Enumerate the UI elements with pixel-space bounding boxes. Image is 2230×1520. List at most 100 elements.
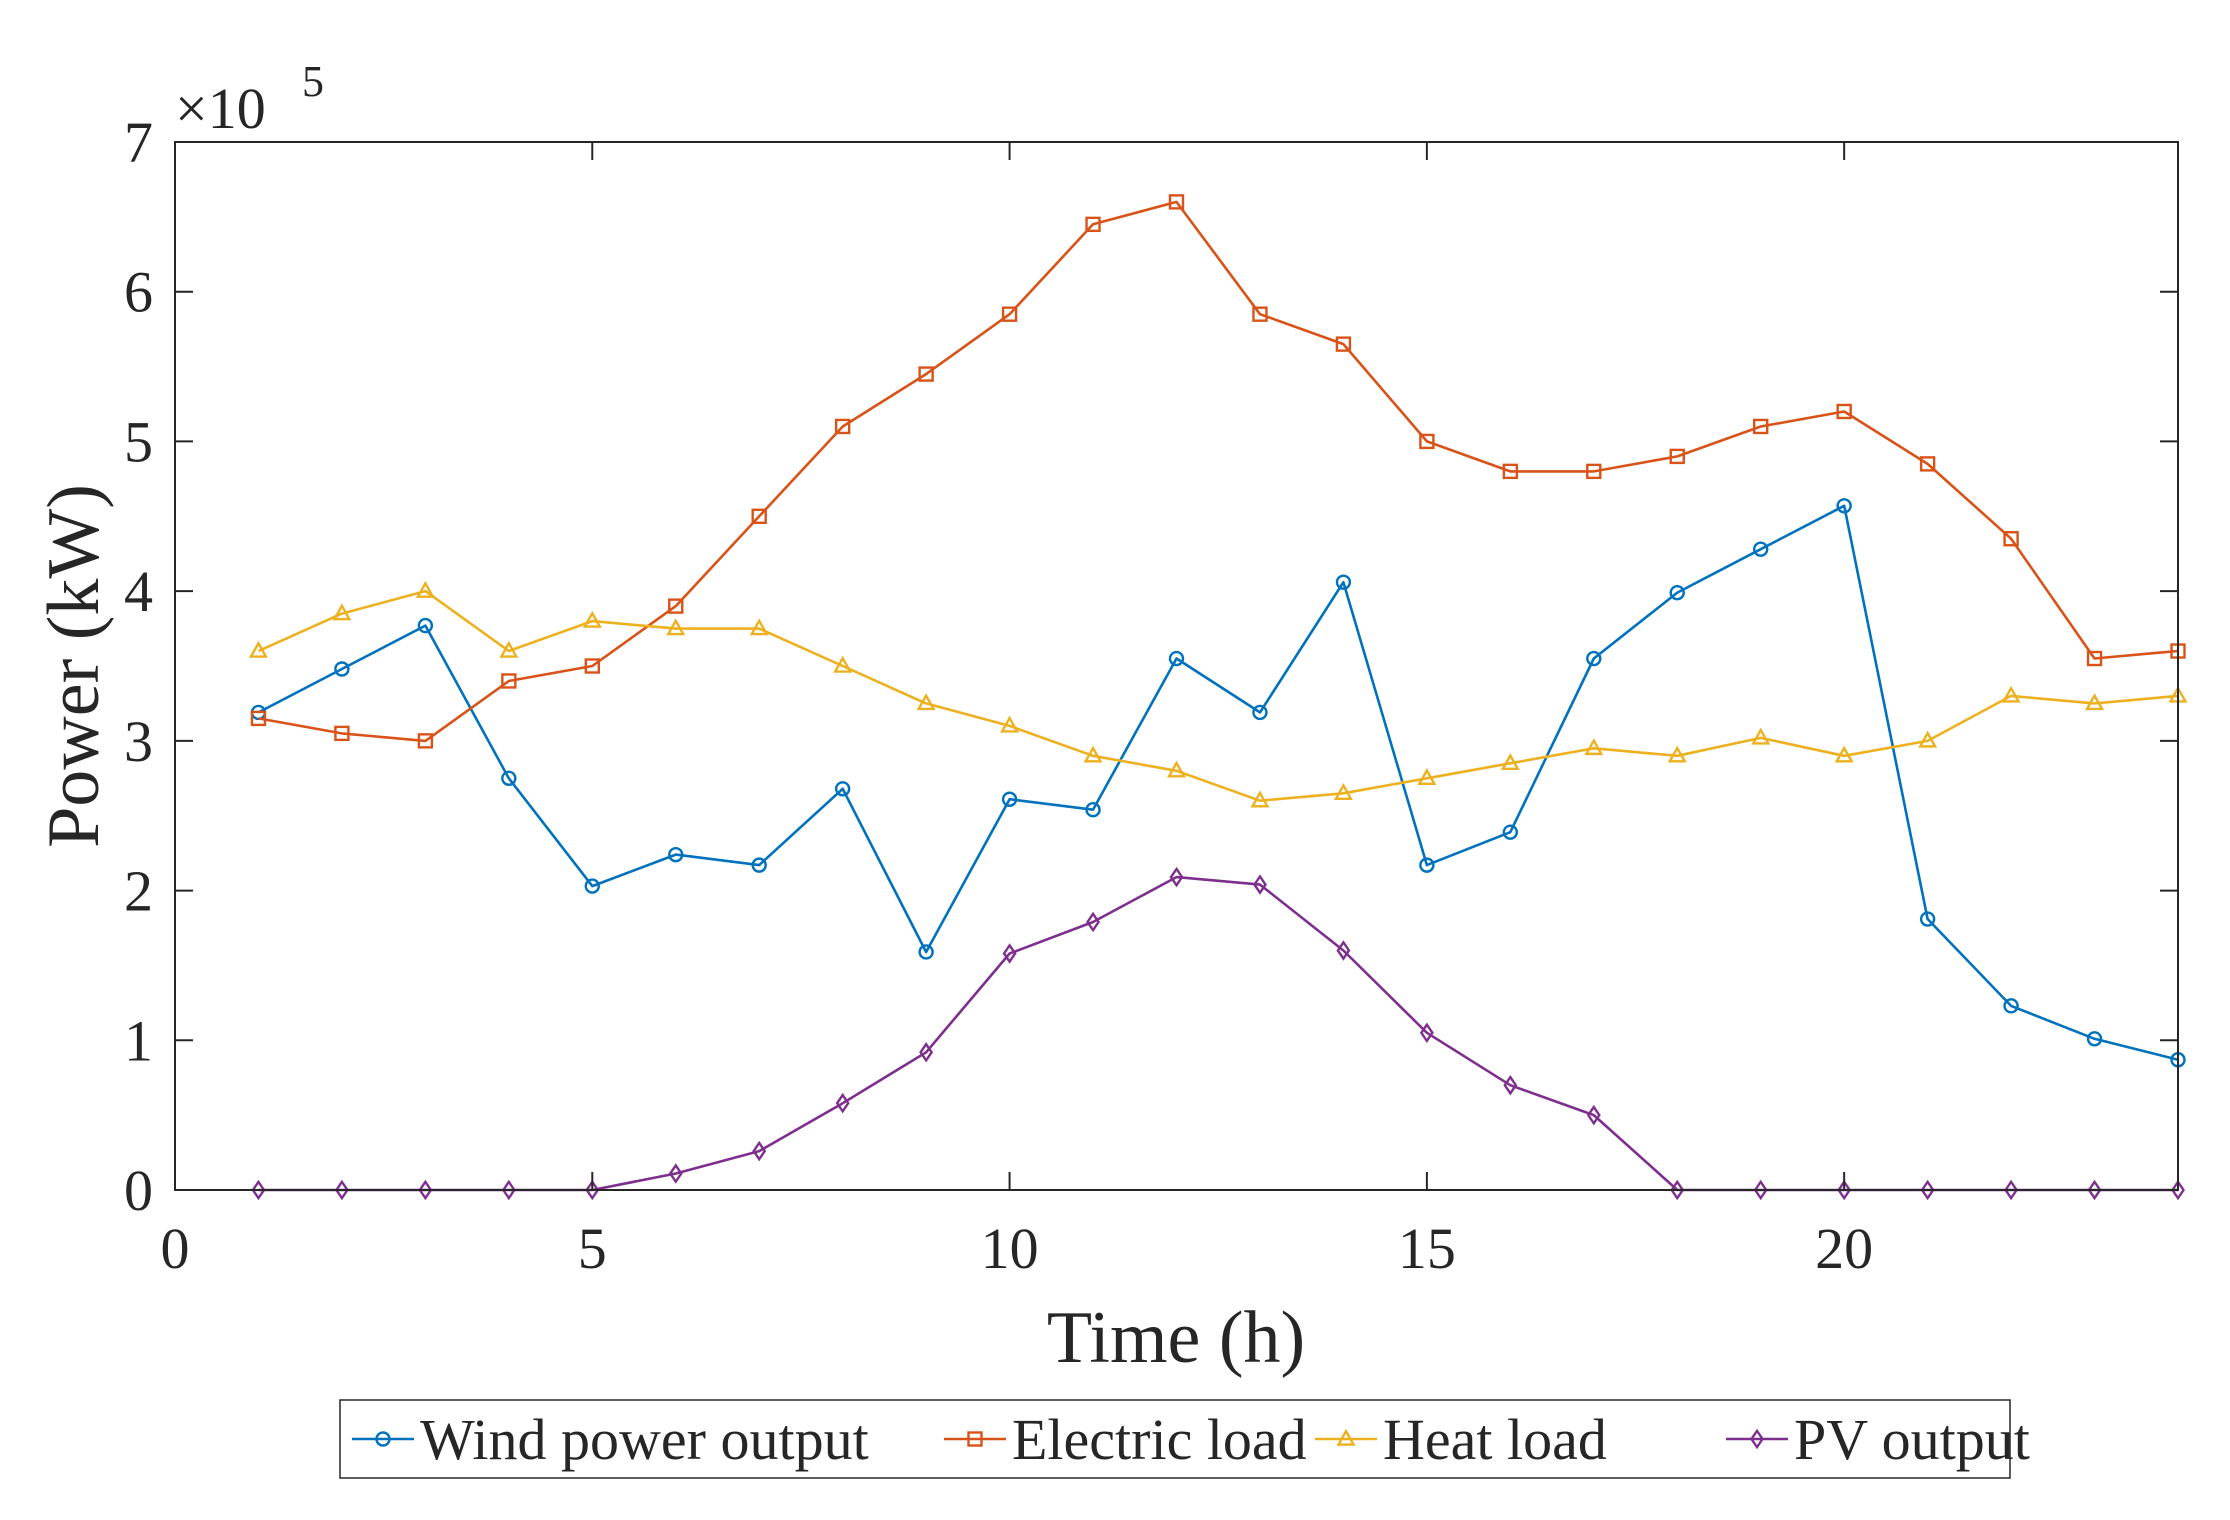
- x-axis-label: Time (h): [1047, 1297, 1305, 1379]
- x-tick-label: 15: [1398, 1216, 1456, 1281]
- data-point: [248, 640, 268, 658]
- data-point: [417, 617, 434, 634]
- data-point: [2086, 1031, 2103, 1047]
- data-point: [1169, 866, 1184, 888]
- data-point: [584, 658, 600, 674]
- data-point: [833, 655, 853, 673]
- data-point: [1000, 715, 1020, 733]
- data-point: [2004, 1179, 2019, 1201]
- data-point: [1252, 874, 1267, 895]
- data-point: [1919, 456, 1936, 472]
- data-point: [584, 878, 600, 894]
- data-point: [1836, 498, 1852, 514]
- data-point: [1417, 768, 1437, 786]
- axes-box: [174, 141, 2179, 1191]
- data-point: [834, 418, 851, 435]
- x-tick-label: 5: [578, 1216, 607, 1281]
- series-electric-load: [250, 194, 2186, 749]
- y-multiplier-base: ×10: [175, 76, 266, 141]
- y-axis-label: Power (kW): [33, 484, 115, 848]
- data-point: [1252, 306, 1268, 322]
- data-point: [334, 725, 350, 742]
- data-point: [1586, 463, 1602, 480]
- data-point: [1503, 1074, 1518, 1096]
- data-point: [334, 661, 350, 677]
- legend-marker: [967, 1431, 983, 1447]
- data-point: [668, 1163, 683, 1184]
- legend-item-wind-power-output: Wind power output: [352, 1407, 869, 1472]
- data-point: [834, 781, 851, 797]
- y-tick-label: 7: [124, 110, 153, 175]
- data-point: [1085, 216, 1101, 233]
- data-point: [1669, 448, 1685, 465]
- data-point: [918, 944, 934, 960]
- series-heat-load: [248, 580, 2188, 808]
- data-point: [751, 857, 767, 873]
- data-point: [918, 366, 934, 382]
- data-point: [1001, 306, 1018, 322]
- data-point: [666, 618, 686, 636]
- data-point: [1751, 727, 1771, 745]
- data-point: [835, 1092, 850, 1114]
- data-point: [668, 598, 684, 614]
- data-point: [668, 846, 684, 863]
- y-tick-label: 3: [124, 709, 153, 774]
- data-point: [1753, 418, 1769, 435]
- data-point: [1586, 1104, 1601, 1126]
- data-point: [250, 710, 267, 727]
- data-point: [1252, 704, 1268, 721]
- legend-label: Electric load: [1012, 1407, 1307, 1472]
- data-point: [1500, 753, 1520, 771]
- data-point: [1083, 745, 1103, 763]
- data-point: [2087, 1179, 2102, 1201]
- data-point: [501, 673, 517, 689]
- data-point: [1502, 824, 1519, 840]
- y-tick-label: 2: [124, 859, 153, 924]
- y-tick-label: 0: [124, 1158, 153, 1223]
- x-tick-label: 0: [161, 1216, 190, 1281]
- data-point: [916, 693, 936, 711]
- data-point: [501, 1179, 516, 1201]
- data-point: [1336, 940, 1351, 961]
- legend-label: PV output: [1794, 1407, 2030, 1472]
- data-point: [1667, 745, 1687, 763]
- y-axis-ticks: 0 1 2 3 4 5 6 7: [124, 110, 2178, 1223]
- legend-item-electric-load: Electric load: [944, 1407, 1307, 1472]
- data-point: [1918, 730, 1938, 748]
- data-point: [1502, 463, 1519, 480]
- data-point: [585, 1179, 600, 1201]
- data-point: [749, 618, 769, 636]
- series-line: [257, 589, 2179, 803]
- data-point: [501, 770, 517, 786]
- data-point: [1250, 790, 1270, 808]
- data-point: [418, 1179, 433, 1201]
- data-point: [334, 1179, 349, 1201]
- data-point: [582, 610, 602, 628]
- data-point: [1837, 1179, 1852, 1201]
- data-point: [1834, 745, 1854, 763]
- data-point: [1001, 791, 1018, 807]
- data-point: [1086, 911, 1101, 933]
- x-tick-label: 10: [981, 1216, 1039, 1281]
- legend-marker: [1750, 1428, 1764, 1450]
- data-point: [415, 580, 435, 598]
- data-point: [1166, 760, 1187, 778]
- data-point: [499, 640, 519, 658]
- data-point: [919, 1042, 934, 1063]
- data-point: [2003, 531, 2019, 547]
- legend-marker: [1336, 1428, 1356, 1446]
- data-point: [1669, 584, 1685, 601]
- data-point: [1670, 1179, 1685, 1201]
- legend-item-heat-load: Heat load: [1315, 1407, 1607, 1472]
- legend-item-pv-output: PV output: [1726, 1407, 2030, 1472]
- data-point: [1168, 650, 1185, 667]
- data-point: [1335, 336, 1352, 352]
- data-point: [2003, 998, 2019, 1014]
- data-point: [751, 508, 767, 524]
- data-point: [1002, 943, 1017, 964]
- data-point: [1836, 403, 1852, 420]
- y-multiplier: ×10 5: [175, 57, 324, 141]
- data-point: [2001, 685, 2021, 703]
- data-point: [1920, 1179, 1935, 1201]
- y-tick-label: 6: [124, 260, 153, 325]
